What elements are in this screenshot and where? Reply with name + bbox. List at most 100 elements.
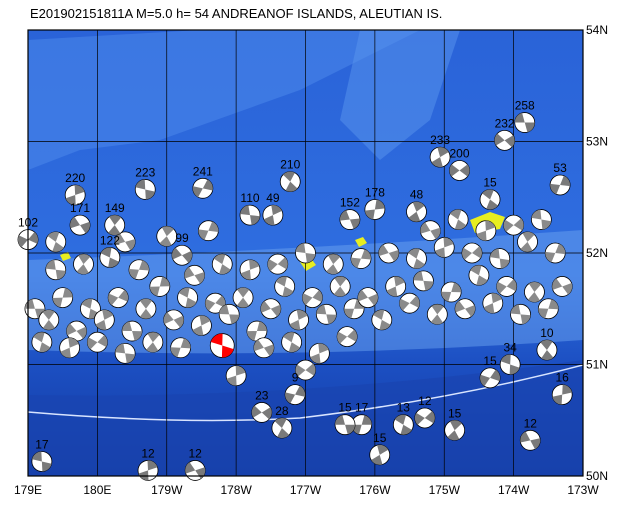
focal-mechanism xyxy=(537,298,559,320)
focal-mechanism xyxy=(271,417,293,439)
focal-mechanism xyxy=(494,129,516,151)
focal-mechanism xyxy=(444,419,466,441)
focal-mechanism xyxy=(482,292,504,314)
focal-mechanism xyxy=(295,359,316,381)
focal-mechanism xyxy=(246,320,268,342)
focal-mechanism xyxy=(334,414,356,436)
depth-label: 15 xyxy=(338,401,352,415)
depth-label: 241 xyxy=(193,164,213,178)
depth-label: 223 xyxy=(135,165,155,179)
focal-mechanism xyxy=(239,259,261,281)
depth-label: 110 xyxy=(240,191,259,205)
lat-label: 54N xyxy=(586,23,608,37)
depth-label: 28 xyxy=(275,404,289,418)
depth-label: 15 xyxy=(483,354,497,368)
focal-mechanism xyxy=(551,276,573,297)
focal-mechanism xyxy=(440,281,462,303)
focal-mechanism xyxy=(121,320,143,342)
lon-label: 177W xyxy=(290,483,322,497)
focal-mechanism xyxy=(302,287,323,309)
focal-mechanism xyxy=(406,201,427,223)
focal-mechanism xyxy=(171,244,193,266)
depth-label: 122 xyxy=(100,233,120,247)
focal-mechanism xyxy=(503,214,525,236)
focal-mechanism xyxy=(66,320,87,342)
focal-mechanism xyxy=(489,248,511,269)
focal-mechanism xyxy=(524,281,545,303)
depth-label: 232 xyxy=(495,116,515,130)
depth-label: 34 xyxy=(503,341,517,355)
focal-mechanism xyxy=(536,339,558,361)
focal-mechanism xyxy=(519,429,541,451)
lon-label: 180E xyxy=(83,483,111,497)
focal-mechanism xyxy=(479,189,501,210)
focal-mechanism xyxy=(357,287,379,309)
focal-mechanism xyxy=(134,179,156,200)
focal-mechanism xyxy=(191,315,212,336)
focal-mechanism xyxy=(378,242,400,264)
focal-mechanism xyxy=(339,209,361,230)
focal-mechanism xyxy=(104,214,126,236)
depth-label: 13 xyxy=(397,401,411,415)
focal-mechanism xyxy=(530,209,552,230)
focal-mechanism xyxy=(239,204,261,226)
focal-mechanism xyxy=(350,248,372,269)
focal-mechanism xyxy=(295,242,316,264)
depth-label: 15 xyxy=(373,431,387,445)
lat-label: 52N xyxy=(586,246,608,260)
focal-mechanism xyxy=(343,298,365,320)
focal-mechanism xyxy=(149,276,171,297)
focal-mechanism xyxy=(99,247,121,268)
lat-label: 50N xyxy=(586,469,608,483)
focal-mechanism xyxy=(192,177,214,199)
depth-label: 258 xyxy=(515,99,535,113)
depth-label: 210 xyxy=(280,158,300,172)
focal-mechanism xyxy=(137,460,159,481)
depth-label: 233 xyxy=(430,133,450,147)
focal-mechanism xyxy=(385,276,407,297)
lon-label: 179W xyxy=(151,483,183,497)
focal-mechanism xyxy=(128,259,150,281)
focal-mechanism xyxy=(433,237,455,258)
depth-label: 200 xyxy=(449,146,469,160)
focal-mechanism xyxy=(38,309,60,331)
depth-label: 17 xyxy=(35,438,49,452)
focal-mechanism xyxy=(142,331,164,353)
focal-mechanism xyxy=(399,292,420,314)
focal-mechanism xyxy=(114,231,136,253)
focal-mechanism xyxy=(86,331,108,353)
focal-mechanism xyxy=(329,276,351,297)
depth-label: 15 xyxy=(448,406,462,420)
focal-mechanism xyxy=(336,326,358,348)
focal-mechanism xyxy=(413,270,434,292)
lon-label: 174W xyxy=(498,483,530,497)
focal-mechanism xyxy=(262,204,284,226)
focal-mechanism xyxy=(288,309,309,331)
focal-mechanism xyxy=(499,354,521,375)
focal-mechanism xyxy=(73,253,94,275)
focal-mechanism xyxy=(419,220,441,242)
focal-mechanism xyxy=(549,174,571,196)
depth-label: 149 xyxy=(105,201,125,215)
focal-mechanism xyxy=(274,276,296,297)
focal-mechanism xyxy=(69,214,91,236)
lon-label: 175W xyxy=(429,483,461,497)
focal-mechanism xyxy=(253,337,275,359)
focal-mechanism xyxy=(197,220,219,242)
focal-mechanism xyxy=(279,171,301,193)
focal-mechanism xyxy=(170,337,192,359)
focal-mechanism xyxy=(284,384,306,406)
focal-mechanism xyxy=(31,451,53,472)
focal-mechanism xyxy=(260,298,282,320)
focal-mechanism xyxy=(31,331,53,353)
focal-mechanism xyxy=(177,287,198,309)
depth-label: 12 xyxy=(524,416,538,430)
map-frame xyxy=(27,29,584,477)
focal-mechanism xyxy=(114,342,136,364)
focal-mechanism xyxy=(449,160,470,181)
depth-label: 152 xyxy=(340,196,360,210)
depth-label: 171 xyxy=(70,201,90,215)
focal-mechanism xyxy=(479,367,501,389)
